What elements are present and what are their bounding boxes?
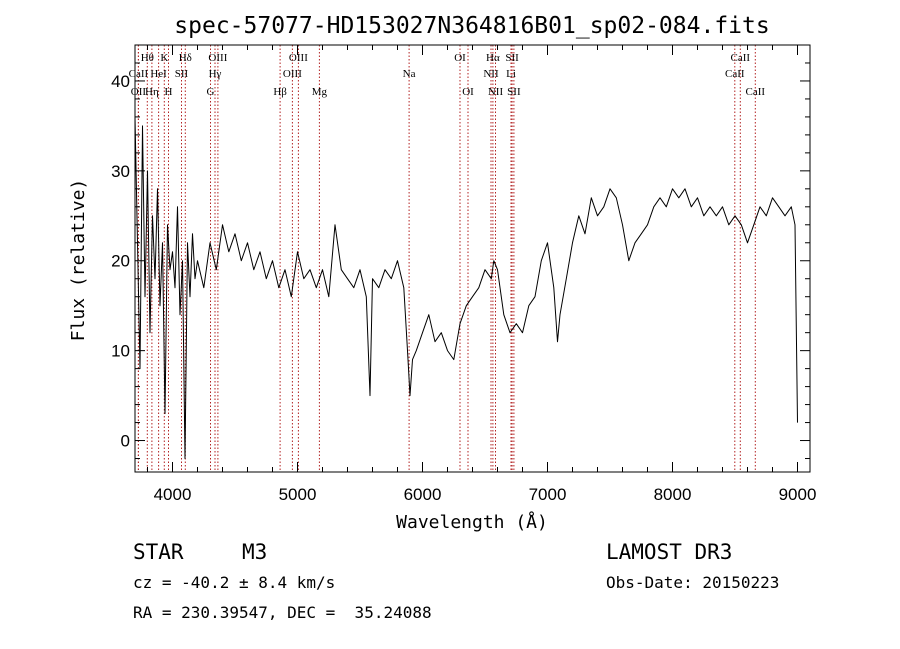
line-label: Hβ: [273, 86, 287, 98]
redshift-velocity: cz = -40.2 ± 8.4 km/s: [133, 573, 336, 592]
x-axis-label: Wavelength (Å): [396, 511, 548, 533]
line-label: OIII: [289, 52, 308, 64]
y-tick-label: 0: [121, 432, 130, 451]
line-label: H: [165, 86, 173, 98]
line-label: OI: [454, 52, 466, 64]
line-label: Hθ: [141, 52, 154, 64]
line-label: SII: [175, 68, 189, 80]
coordinates: RA = 230.39547, DEC = 35.24088: [133, 603, 432, 622]
object-class: STAR: [133, 540, 184, 564]
plot-frame: [134, 44, 811, 473]
line-label: SII: [507, 86, 521, 98]
line-label: Hγ: [209, 68, 222, 80]
y-tick-label: 10: [111, 342, 130, 361]
line-label: Hδ: [179, 52, 192, 64]
x-tick-label: 4000: [154, 485, 192, 504]
line-label: OIII: [208, 52, 227, 64]
x-tick-label: 5000: [279, 485, 317, 504]
y-tick-label: 20: [111, 252, 130, 271]
axes: 4000 5000 6000 7000 8000 9000 0 10 20 30 40: [111, 44, 817, 504]
line-label: G: [207, 86, 215, 98]
line-label: Hα: [486, 52, 500, 64]
line-label: OIII: [283, 68, 302, 80]
chart-title: spec-57077-HD153027N364816B01_sp02-084.f…: [174, 13, 769, 39]
observation-date: Obs-Date: 20150223: [606, 573, 780, 592]
line-label: CaII: [746, 86, 766, 98]
line-label: CaII: [731, 52, 751, 64]
spectrum-series: [134, 116, 798, 459]
catalog-name: LAMOST DR3: [606, 540, 733, 564]
spectral-subclass: M3: [242, 540, 268, 564]
line-label: CaII: [725, 68, 745, 80]
emission-line-markers: [137, 45, 756, 472]
y-axis-label: Flux (relative): [68, 179, 89, 342]
line-label: HeI: [150, 68, 167, 80]
y-tick-label: 30: [111, 162, 130, 181]
line-label: OI: [462, 86, 474, 98]
line-label: Hη: [145, 86, 159, 98]
x-tick-label: 6000: [404, 485, 442, 504]
x-tick-label: 7000: [529, 485, 567, 504]
x-tick-label: 9000: [779, 485, 817, 504]
y-tick-label: 40: [111, 72, 130, 91]
spectrum-line: [134, 116, 798, 459]
line-label: NII: [488, 86, 504, 98]
line-label: Li: [506, 68, 516, 80]
line-label: NII: [483, 68, 499, 80]
x-tick-label: 8000: [654, 485, 692, 504]
line-label: K: [160, 52, 168, 64]
line-label: Mg: [312, 86, 328, 98]
line-label: OII: [131, 86, 147, 98]
line-label: SII: [505, 52, 519, 64]
line-label: CaII: [129, 68, 149, 80]
line-label: Na: [403, 68, 416, 80]
